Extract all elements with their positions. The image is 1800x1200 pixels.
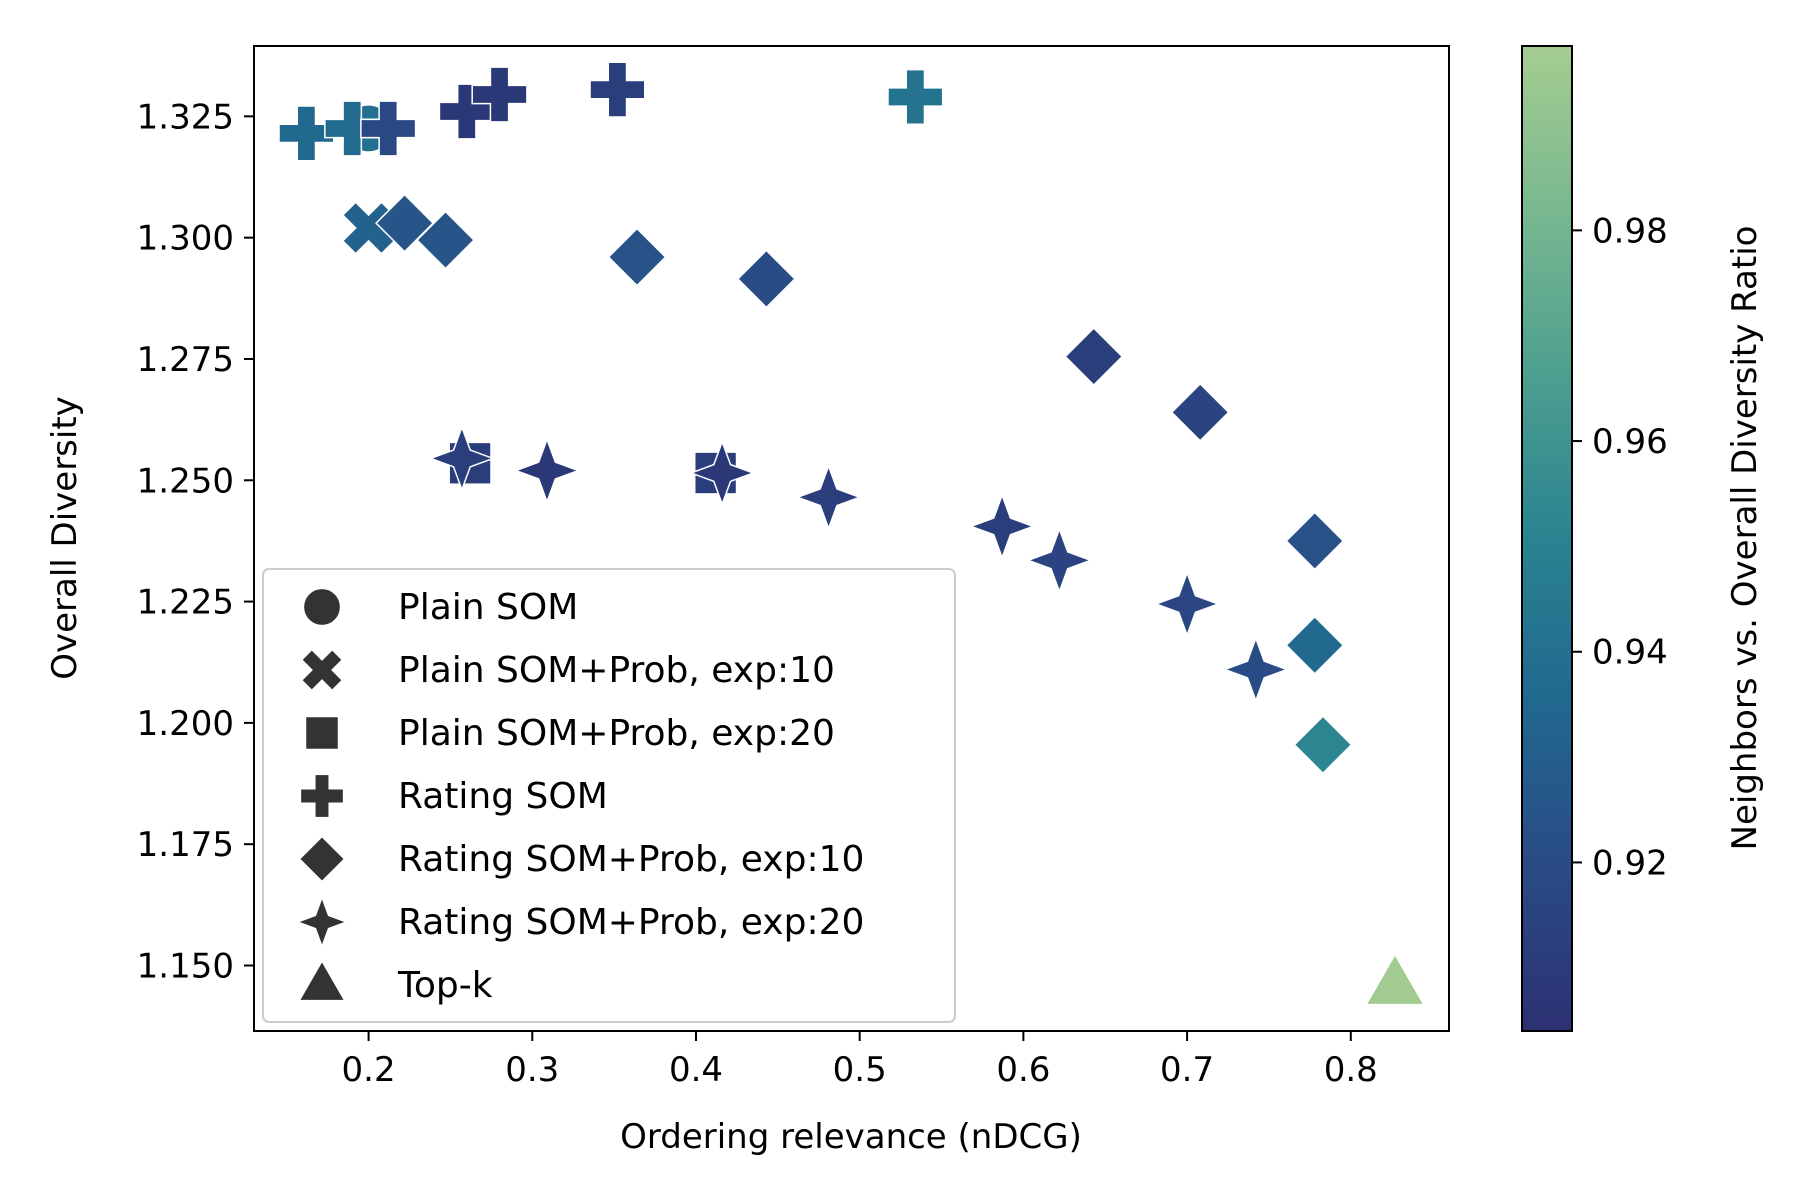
legend-label: Top-k — [397, 965, 493, 1006]
legend-item: Rating SOM+Prob, exp:20 — [295, 895, 864, 949]
legend-marker-plus — [299, 773, 345, 819]
x-axis-ticks: 0.2 0.3 0.4 0.5 0.6 0.7 0.8 — [342, 1031, 1378, 1090]
legend-label: Rating SOM+Prob, exp:10 — [398, 839, 864, 880]
data-point-star4 — [513, 437, 581, 504]
legend-label: Plain SOM+Prob, exp:20 — [398, 713, 835, 754]
data-point-star4 — [688, 439, 756, 507]
legend-item: Top-k — [297, 959, 493, 1006]
legend: Plain SOM Plain SOM+Prob, exp:10 Plain SOM… — [262, 568, 956, 1023]
y-tick-label: 1.325 — [137, 97, 234, 137]
data-point-plus — [589, 61, 646, 118]
x-tick-label: 0.4 — [669, 1050, 723, 1090]
data-point-plus — [278, 105, 335, 162]
x-tick-label: 0.5 — [833, 1050, 887, 1090]
data-point-triangle — [1364, 953, 1426, 1006]
data-point-diamond — [1293, 715, 1353, 775]
data-point-plus — [471, 66, 528, 123]
x-tick-label: 0.7 — [1160, 1050, 1214, 1090]
data-point-diamond — [1064, 326, 1124, 387]
colorbar-tick-label: 0.94 — [1592, 633, 1668, 673]
colorbar-tick-label: 0.92 — [1592, 843, 1668, 883]
data-point-diamond — [1170, 382, 1230, 442]
data-point-star4 — [1153, 570, 1221, 638]
legend-item: Rating SOM — [299, 773, 608, 819]
data-point-plus — [887, 68, 944, 126]
legend-label: Rating SOM — [398, 776, 608, 817]
data-point-diamond — [1285, 511, 1345, 571]
data-point-star4 — [428, 425, 496, 492]
data-points — [278, 61, 1426, 1006]
legend-marker-x — [300, 648, 344, 692]
y-axis-label: Overall Diversity — [45, 396, 85, 680]
data-point-star4 — [1222, 636, 1290, 703]
legend-marker-circle — [302, 587, 342, 627]
data-point-star4 — [795, 463, 862, 531]
legend-marker-triangle — [297, 959, 347, 1002]
legend-item: Rating SOM+Prob, exp:10 — [298, 835, 864, 883]
data-point-diamond — [415, 210, 476, 270]
legend-item: Plain SOM+Prob, exp:20 — [304, 713, 835, 754]
x-axis-label: Ordering relevance (nDCG) — [620, 1117, 1082, 1157]
data-point-star4 — [1026, 526, 1093, 594]
x-tick-label: 0.8 — [1324, 1050, 1378, 1090]
y-tick-label: 1.225 — [137, 583, 234, 623]
data-point-plus — [360, 100, 417, 157]
x-tick-label: 0.3 — [505, 1050, 559, 1090]
colorbar-gradient — [1521, 45, 1573, 1032]
colorbar-tick-label: 0.96 — [1592, 422, 1668, 462]
data-point-diamond — [607, 227, 667, 287]
colorbar-tick-label: 0.98 — [1592, 211, 1668, 251]
legend-label: Plain SOM — [398, 587, 578, 628]
data-point-star4 — [968, 493, 1036, 560]
data-point-diamond — [736, 249, 796, 309]
legend-item: Plain SOM+Prob, exp:10 — [300, 648, 835, 692]
legend-box — [262, 568, 956, 1023]
y-tick-label: 1.150 — [137, 946, 234, 986]
legend-marker-square — [304, 715, 340, 751]
y-tick-label: 1.300 — [137, 219, 234, 259]
colorbar-ticks: 0.92 0.94 0.96 0.98 — [1572, 211, 1668, 883]
plot-area-frame — [253, 45, 1450, 1032]
colorbar-label: Neighbors vs. Overall Diversity Ratio — [1725, 226, 1765, 851]
y-axis-ticks: 1.150 1.175 1.200 1.225 1.250 1.275 1.300 1.325 — [137, 97, 254, 986]
colorbar: 0.92 0.94 0.96 0.98 Neighbors vs. Overall D… — [1521, 45, 1765, 1032]
y-tick-label: 1.250 — [137, 461, 234, 501]
data-point-diamond — [1285, 615, 1345, 675]
legend-marker-star4 — [295, 895, 349, 949]
x-tick-label: 0.6 — [996, 1050, 1050, 1090]
legend-item: Plain SOM — [302, 587, 578, 628]
y-tick-label: 1.275 — [137, 340, 234, 380]
legend-label: Plain SOM+Prob, exp:10 — [398, 650, 835, 691]
legend-marker-diamond — [298, 835, 346, 883]
y-tick-label: 1.200 — [137, 704, 234, 744]
y-tick-label: 1.175 — [137, 825, 234, 865]
x-tick-label: 0.2 — [342, 1050, 396, 1090]
legend-label: Rating SOM+Prob, exp:20 — [398, 902, 864, 943]
